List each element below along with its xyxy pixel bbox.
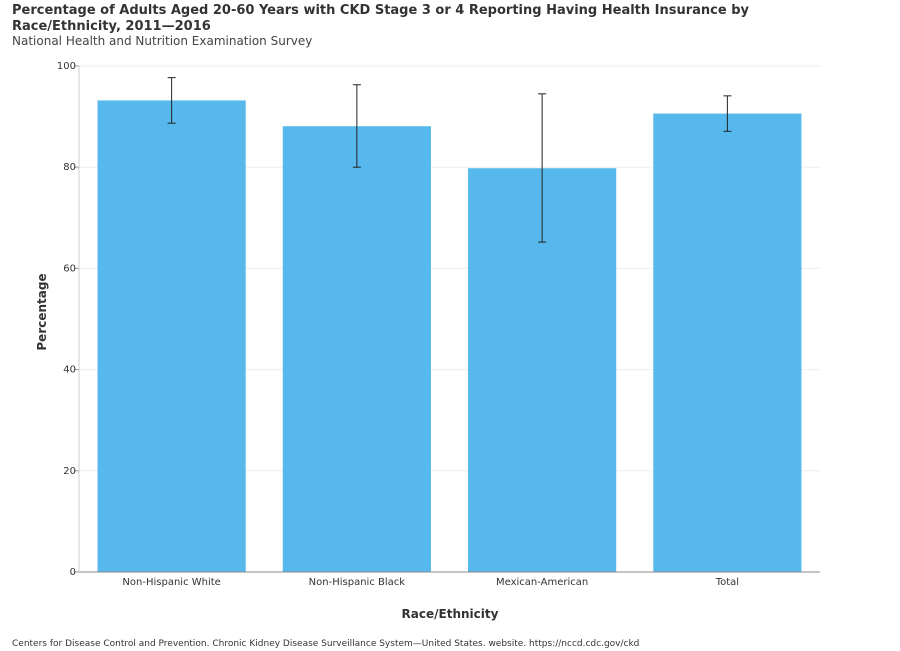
bar[interactable] bbox=[653, 113, 802, 573]
x-axis-ticks: Non-Hispanic White Non-Hispanic Black Mexi… bbox=[122, 577, 739, 588]
y-tick-label: 100 bbox=[57, 61, 76, 72]
y-axis-title: Percentage bbox=[35, 273, 49, 350]
y-tick-label: 20 bbox=[63, 466, 76, 477]
error-bars bbox=[167, 77, 732, 243]
bars bbox=[97, 100, 802, 573]
y-axis-ticks: 0 20 40 60 80 100 bbox=[57, 61, 79, 578]
x-axis-title: Race/Ethnicity bbox=[402, 607, 499, 621]
y-tick-label: 0 bbox=[70, 567, 76, 578]
bar[interactable] bbox=[282, 126, 431, 573]
x-tick-label: Non-Hispanic Black bbox=[309, 577, 406, 588]
chart-title: Percentage of Adults Aged 20-60 Years wi… bbox=[12, 3, 750, 34]
y-tick-label: 60 bbox=[63, 263, 76, 274]
y-tick-label: 40 bbox=[63, 365, 76, 376]
bar[interactable] bbox=[97, 100, 246, 573]
chart-subtitle: National Health and Nutrition Examinatio… bbox=[12, 34, 313, 48]
source-citation: Centers for Disease Control and Preventi… bbox=[12, 639, 640, 649]
x-tick-label: Total bbox=[715, 577, 739, 588]
x-tick-label: Non-Hispanic White bbox=[122, 577, 220, 588]
x-tick-label: Mexican-American bbox=[496, 577, 588, 588]
y-tick-label: 80 bbox=[63, 162, 76, 173]
